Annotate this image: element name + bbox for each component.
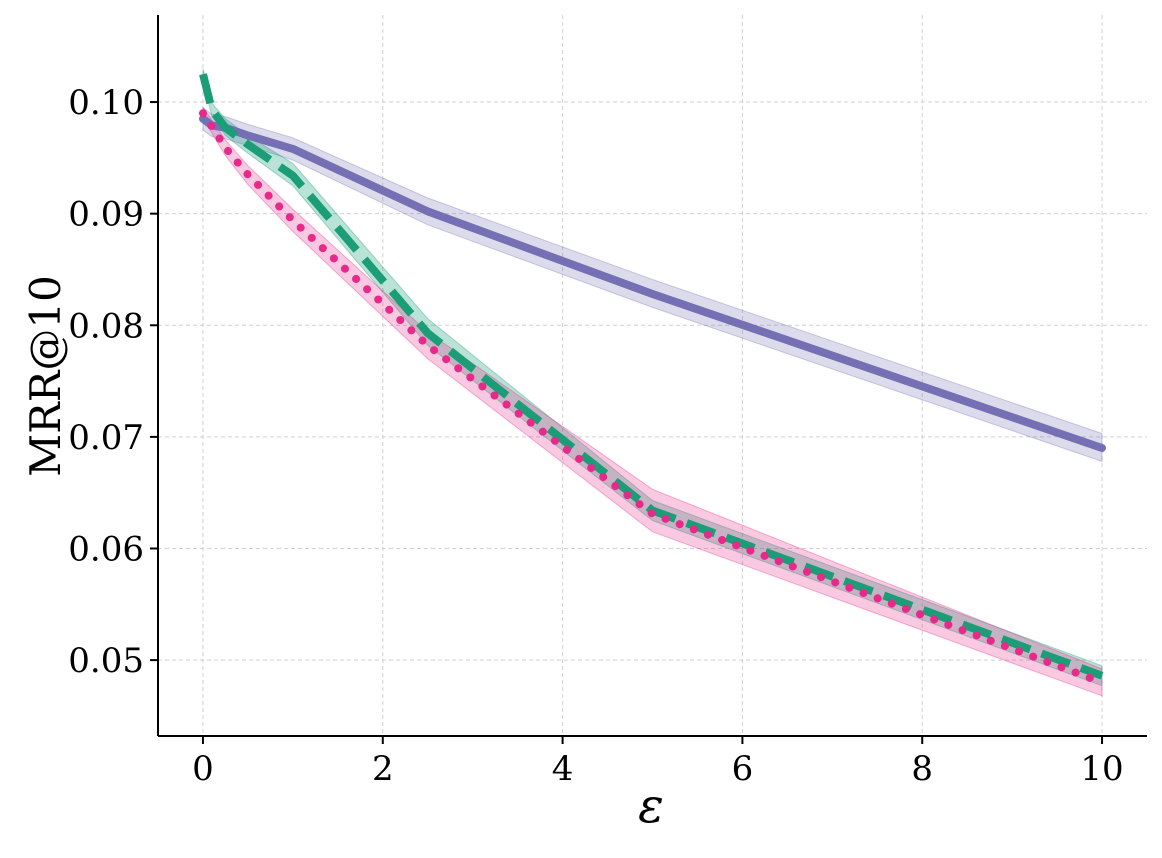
y-tick-label: 0.10 xyxy=(68,83,144,123)
x-tick-label: 4 xyxy=(552,749,574,789)
y-axis-label: MRR@10 xyxy=(21,275,70,477)
x-tick-label: 6 xyxy=(732,749,754,789)
y-tick-label: 0.09 xyxy=(68,195,144,235)
x-axis-label: ε xyxy=(638,778,664,834)
axes xyxy=(157,15,1147,737)
y-tick-label: 0.05 xyxy=(68,641,144,681)
x-tick-label: 2 xyxy=(372,749,394,789)
x-tick-label: 8 xyxy=(911,749,933,789)
y-tick-label: 0.07 xyxy=(68,418,144,458)
confidence-band-2 xyxy=(202,106,1103,697)
y-tick-label: 0.08 xyxy=(68,306,144,346)
series-lines xyxy=(199,73,1106,687)
confidence-band-0 xyxy=(202,106,1103,463)
x-tick-label: 10 xyxy=(1080,749,1123,789)
y-tick-label: 0.06 xyxy=(68,529,144,569)
tick-marks: 0 2 4 6 8 10 0.05 0.06 0.07 0.08 0.09 0.10 xyxy=(68,83,1123,789)
confidence-bands xyxy=(202,68,1103,697)
series-line-dotted xyxy=(199,109,1106,687)
x-tick-label: 0 xyxy=(192,749,214,789)
